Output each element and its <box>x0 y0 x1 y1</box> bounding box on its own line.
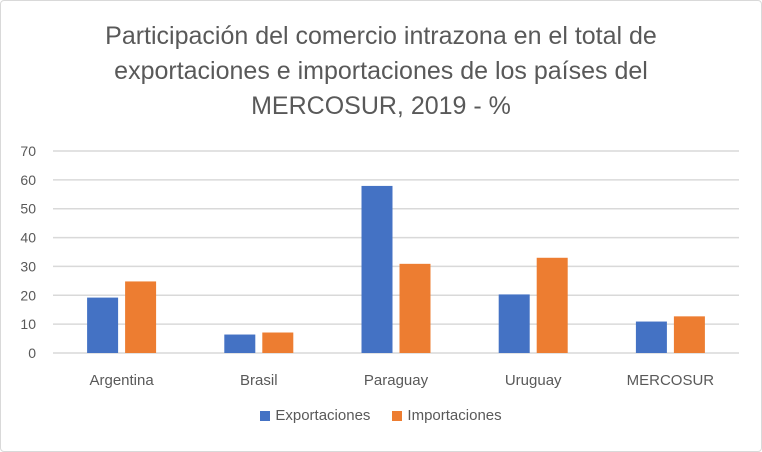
legend: Exportaciones Importaciones <box>1 407 761 424</box>
chart-title: Participación del comercio intrazona en … <box>1 19 761 124</box>
bar-importaciones-brasil <box>262 332 294 353</box>
x-tick-label: Paraguay <box>364 372 429 389</box>
y-tick-label: 10 <box>20 316 36 332</box>
legend-item-exportaciones: Exportaciones <box>260 407 370 424</box>
x-tick-label: Brasil <box>240 372 278 389</box>
bar-exportaciones-paraguay <box>361 185 393 353</box>
y-tick-label: 70 <box>20 143 36 159</box>
x-tick-label: MERCOSUR <box>627 372 715 389</box>
y-tick-label: 20 <box>20 287 36 303</box>
bar-exportaciones-mercosur <box>635 321 667 353</box>
x-tick-label: Argentina <box>89 372 154 389</box>
bar-exportaciones-uruguay <box>498 294 530 353</box>
legend-swatch <box>260 410 271 421</box>
chart-title-line: exportaciones e importaciones de los paí… <box>114 57 648 85</box>
bar-importaciones-mercosur <box>673 316 705 353</box>
chart-title-line: Participación del comercio intrazona en … <box>105 22 657 50</box>
y-tick-label: 50 <box>20 201 36 217</box>
legend-swatch <box>392 410 403 421</box>
y-tick-label: 40 <box>20 230 36 246</box>
y-tick-label: 60 <box>20 172 36 188</box>
bar-importaciones-argentina <box>125 281 157 353</box>
legend-label: Exportaciones <box>275 407 371 424</box>
legend-item-importaciones: Importaciones <box>392 407 502 424</box>
legend-label: Importaciones <box>407 407 502 424</box>
bar-exportaciones-argentina <box>87 297 119 353</box>
x-tick-label: Uruguay <box>505 372 562 389</box>
chart-title-line: MERCOSUR, 2019 - % <box>251 92 511 120</box>
bar-importaciones-paraguay <box>399 263 431 353</box>
bar-importaciones-uruguay <box>536 257 568 353</box>
y-tick-label: 30 <box>20 258 36 274</box>
y-tick-label: 0 <box>28 345 36 361</box>
bar-exportaciones-brasil <box>224 334 256 353</box>
